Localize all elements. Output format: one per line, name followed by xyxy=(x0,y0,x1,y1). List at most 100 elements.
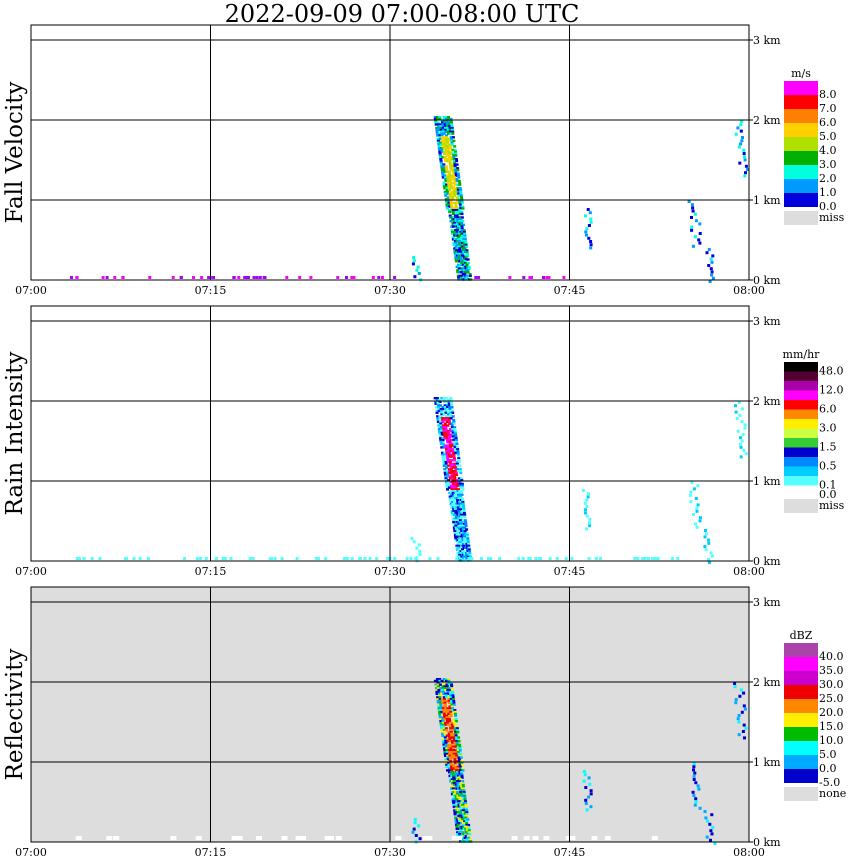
echo-cell xyxy=(604,836,611,840)
legend-swatch xyxy=(784,362,818,372)
echo-cell xyxy=(447,398,451,402)
echo-cell xyxy=(570,557,574,560)
echo-cell xyxy=(449,466,453,469)
echo-cell xyxy=(458,183,462,186)
echo-cell xyxy=(442,741,446,745)
echo-cell xyxy=(643,557,647,560)
echo-cell xyxy=(449,696,453,699)
echo-cell xyxy=(458,749,462,752)
echo-cell xyxy=(461,535,464,538)
echo-cell xyxy=(454,230,458,234)
echo-cell xyxy=(458,555,462,559)
echo-cell xyxy=(456,511,460,515)
echo-cell xyxy=(441,126,445,130)
echo-cell xyxy=(459,256,463,259)
echo-cell xyxy=(454,470,458,473)
echo-cell xyxy=(450,721,454,725)
echo-cell xyxy=(458,199,462,203)
echo-cell xyxy=(463,825,467,829)
echo-cell xyxy=(244,276,248,279)
legend-swatch xyxy=(784,409,818,419)
echo-cell xyxy=(437,690,441,694)
echo-cell xyxy=(587,224,591,227)
echo-cell xyxy=(454,524,458,528)
echo-cell xyxy=(434,123,438,126)
echo-cell xyxy=(456,260,460,263)
echo-cell xyxy=(461,803,464,807)
echo-cell xyxy=(452,718,456,721)
echo-cell xyxy=(691,209,695,213)
echo-cell xyxy=(451,513,455,517)
echo-cell xyxy=(445,420,449,424)
echo-cell xyxy=(445,696,448,699)
echo-cell xyxy=(456,448,460,451)
echo-cell xyxy=(456,230,460,234)
echo-cell xyxy=(90,557,94,560)
echo-cell xyxy=(456,502,460,506)
echo-cell xyxy=(455,473,459,476)
echo-cell xyxy=(443,698,446,701)
echo-cell xyxy=(455,740,459,743)
echo-cell xyxy=(448,139,451,143)
echo-cell xyxy=(449,714,453,717)
echo-cell xyxy=(456,220,460,223)
legend-label: 3.0 xyxy=(819,422,837,435)
echo-cell xyxy=(450,123,454,126)
legend-label: 7.0 xyxy=(819,102,837,115)
echo-cell xyxy=(460,493,464,497)
echo-cell xyxy=(459,240,462,243)
echo-cell xyxy=(454,807,458,810)
echo-cell xyxy=(443,123,447,126)
echo-cell xyxy=(450,141,454,144)
echo-cell xyxy=(448,209,451,212)
echo-cell xyxy=(454,229,458,232)
echo-cell xyxy=(463,519,467,522)
echo-cell xyxy=(452,154,456,157)
echo-cell xyxy=(454,783,458,787)
echo-cell xyxy=(457,455,461,458)
echo-cell xyxy=(454,765,458,768)
echo-cell xyxy=(464,820,468,823)
echo-cell xyxy=(461,267,464,270)
echo-cell xyxy=(523,836,530,840)
echo-cell xyxy=(458,468,462,471)
echo-cell xyxy=(445,751,449,754)
echo-cell xyxy=(458,765,462,768)
legend-unit: mm/hr xyxy=(783,348,821,361)
echo-cell xyxy=(459,207,463,210)
echo-cell xyxy=(447,185,451,188)
echo-cell xyxy=(462,555,465,559)
echo-cell xyxy=(444,688,447,692)
echo-cell xyxy=(465,546,469,549)
echo-cell xyxy=(453,209,457,212)
legend-swatch xyxy=(784,769,818,783)
echo-cell xyxy=(449,771,453,774)
echo-cell xyxy=(446,723,450,726)
echo-cell xyxy=(445,747,449,750)
echo-cell xyxy=(460,763,464,767)
echo-cell xyxy=(450,491,453,495)
echo-cell xyxy=(446,196,450,199)
echo-cell xyxy=(439,442,443,445)
echo-cell xyxy=(462,537,466,540)
echo-cell xyxy=(324,557,328,560)
echo-cell xyxy=(458,247,462,250)
echo-cell xyxy=(585,514,589,518)
echo-cell xyxy=(466,548,470,551)
echo-cell xyxy=(458,820,461,823)
echo-cell xyxy=(461,526,465,529)
echo-cell xyxy=(449,201,453,205)
echo-cell xyxy=(456,470,460,473)
echo-cell xyxy=(468,831,472,834)
echo-cell xyxy=(435,397,439,400)
echo-cell xyxy=(694,781,698,785)
echo-cell xyxy=(452,139,456,143)
echo-cell xyxy=(584,214,587,218)
echo-cell xyxy=(350,557,354,560)
echo-cell xyxy=(460,251,464,254)
echo-cell xyxy=(449,760,453,763)
echo-cell xyxy=(746,168,750,171)
echo-cell xyxy=(441,453,445,456)
echo-cell xyxy=(460,504,464,507)
echo-cell xyxy=(449,730,453,734)
